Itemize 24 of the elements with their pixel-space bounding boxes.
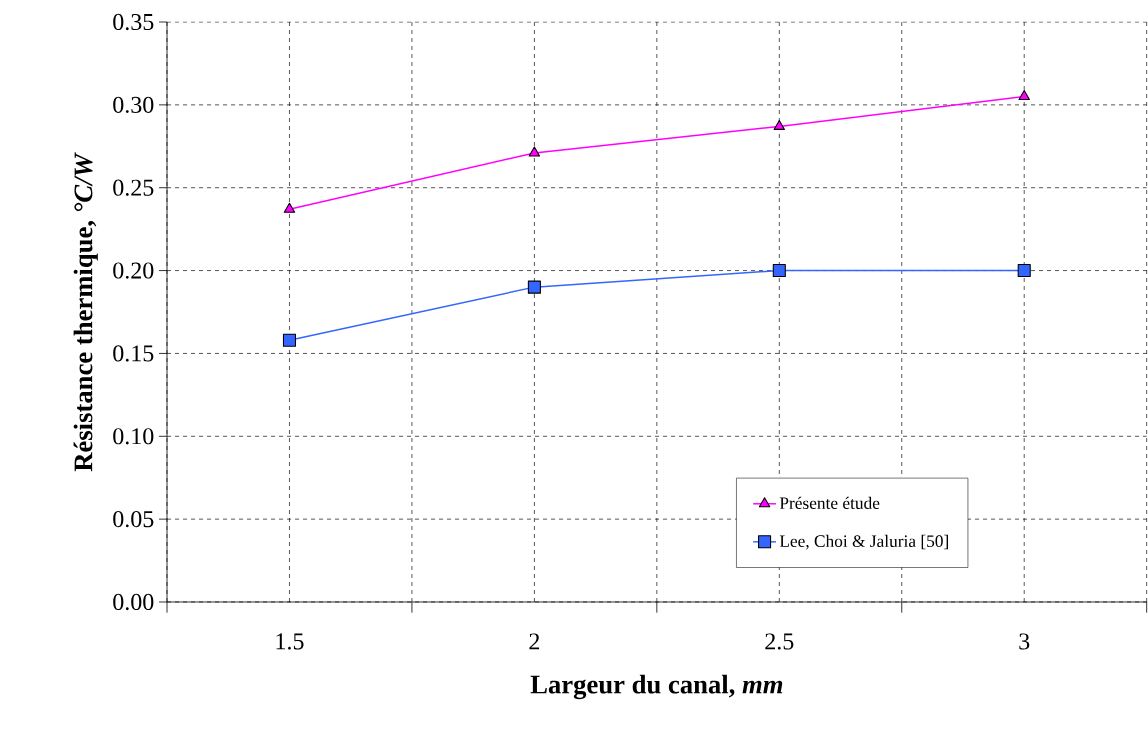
point (528, 146, 541, 157)
point (282, 333, 297, 347)
y-tick-label: 0.05 (113, 511, 154, 528)
x-tick-label: 2 (529, 633, 540, 650)
legend-label: Lee, Choi & Jaluria [50] (779, 534, 948, 550)
x-axis-title: Largeur du canal, mm (530, 674, 783, 700)
y-tick-label: 0.20 (113, 262, 154, 279)
point (772, 264, 786, 278)
y-axis-title: Résistance thermique, °C/W (73, 152, 98, 472)
y-tick-label: 0.10 (113, 428, 154, 445)
x-tick-label: 1.5 (276, 633, 304, 650)
point (1017, 264, 1031, 278)
point (527, 280, 541, 294)
point (283, 202, 296, 213)
y-tick-label: 0.25 (113, 179, 154, 196)
point (1018, 90, 1030, 101)
legend-label: Présente étude (779, 496, 880, 509)
y-tick-label: 0.15 (113, 345, 154, 362)
x-tick-label: 2.5 (765, 633, 794, 650)
point (773, 119, 786, 130)
y-tick-label: 0.00 (113, 593, 154, 611)
x-tick-label: 3 (1019, 633, 1030, 650)
y-tick-label: 0.30 (113, 96, 154, 114)
y-tick-label: 0.35 (113, 13, 154, 31)
